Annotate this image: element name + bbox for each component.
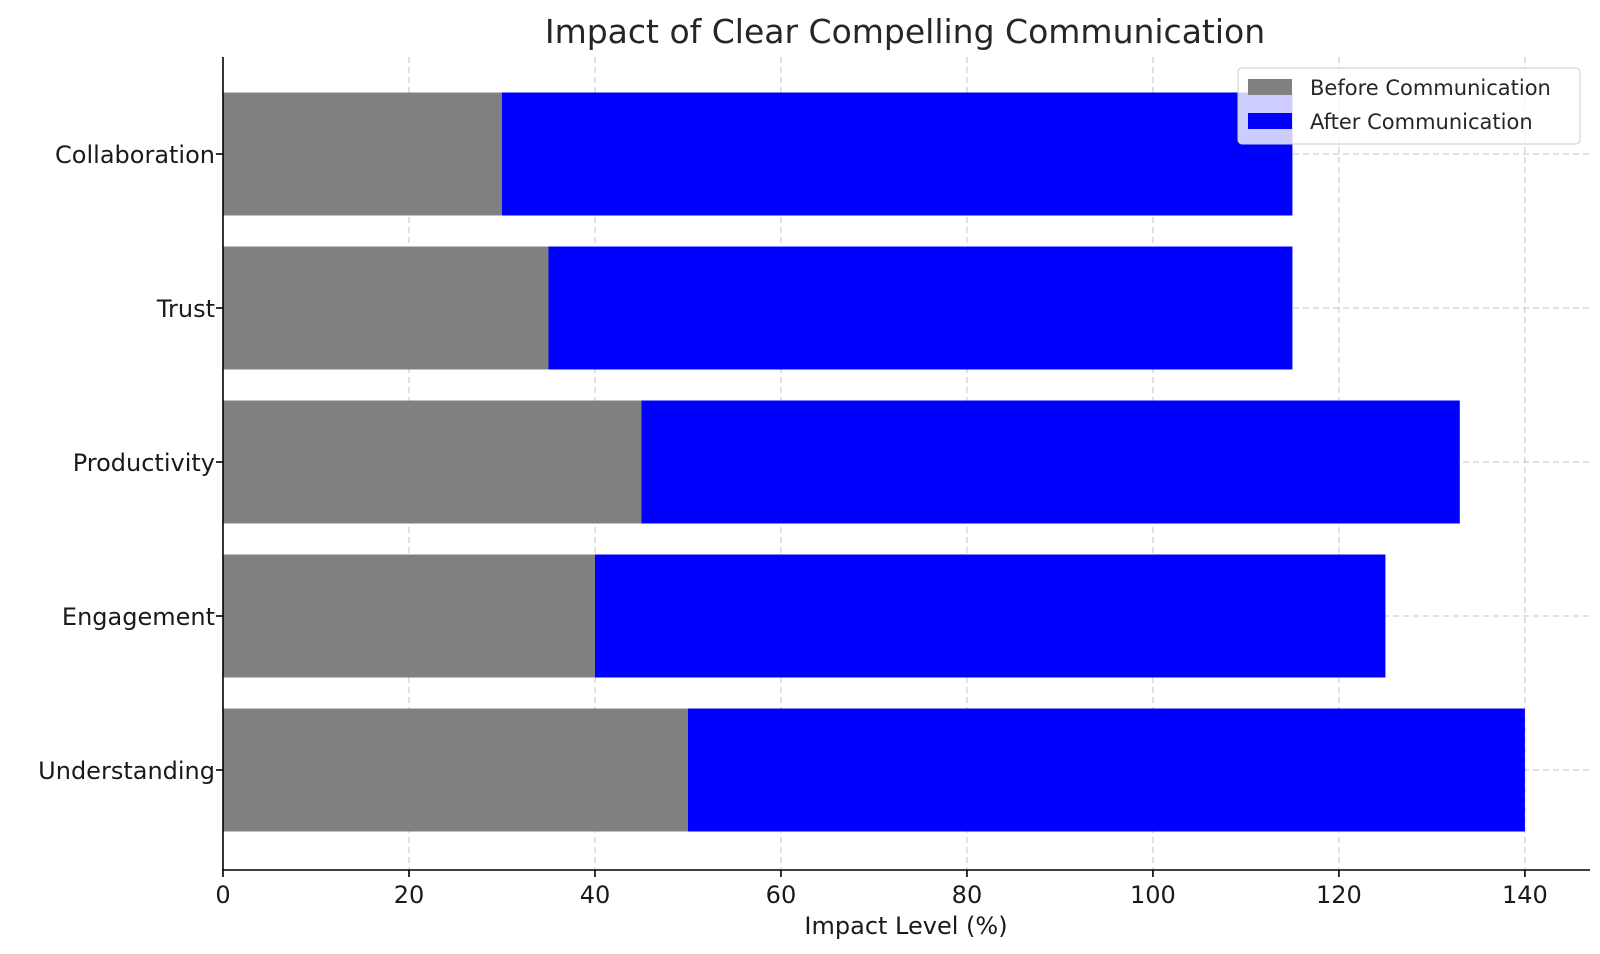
bar-before-engagement	[223, 554, 595, 678]
x-ticks: 0 20 40 60 80 100 120 140	[215, 870, 1548, 909]
chart-title: Impact of Clear Compelling Communication	[545, 12, 1265, 51]
y-tick-label-productivity: Productivity	[73, 449, 215, 477]
x-tick-label: 40	[580, 881, 611, 909]
legend: Before Communication After Communication	[1237, 67, 1581, 145]
x-tick-label: 80	[952, 881, 983, 909]
y-tick-label-engagement: Engagement	[62, 603, 215, 631]
x-tick-label: 120	[1316, 881, 1362, 909]
bar-before-understanding	[223, 708, 688, 832]
y-tick-label-collaboration: Collaboration	[55, 141, 215, 169]
legend-label-after: After Communication	[1310, 110, 1533, 134]
legend-swatch-after	[1248, 113, 1292, 129]
x-tick-label: 20	[394, 881, 425, 909]
bar-before-trust	[223, 246, 549, 370]
y-tick-label-understanding: Understanding	[38, 757, 215, 785]
y-tick-label-trust: Trust	[156, 295, 215, 323]
x-tick-label: 0	[215, 881, 230, 909]
legend-box	[1237, 67, 1581, 145]
bar-after-productivity	[641, 400, 1460, 524]
x-tick-label: 60	[766, 881, 797, 909]
bar-before-productivity	[223, 400, 642, 524]
x-tick-label: 140	[1502, 881, 1548, 909]
bar-after-engagement	[594, 554, 1386, 678]
x-axis-label: Impact Level (%)	[804, 912, 1007, 940]
bar-before-collaboration	[223, 92, 502, 216]
x-tick-label: 100	[1130, 881, 1176, 909]
y-ticks: Understanding Engagement Productivity Trust…	[38, 141, 223, 785]
bar-after-understanding	[687, 708, 1525, 832]
bars	[223, 92, 1525, 832]
legend-label-before: Before Communication	[1310, 76, 1551, 100]
axes	[222, 57, 1590, 871]
bar-after-trust	[548, 246, 1293, 370]
legend-swatch-before	[1248, 79, 1292, 95]
bar-after-collaboration	[501, 92, 1293, 216]
